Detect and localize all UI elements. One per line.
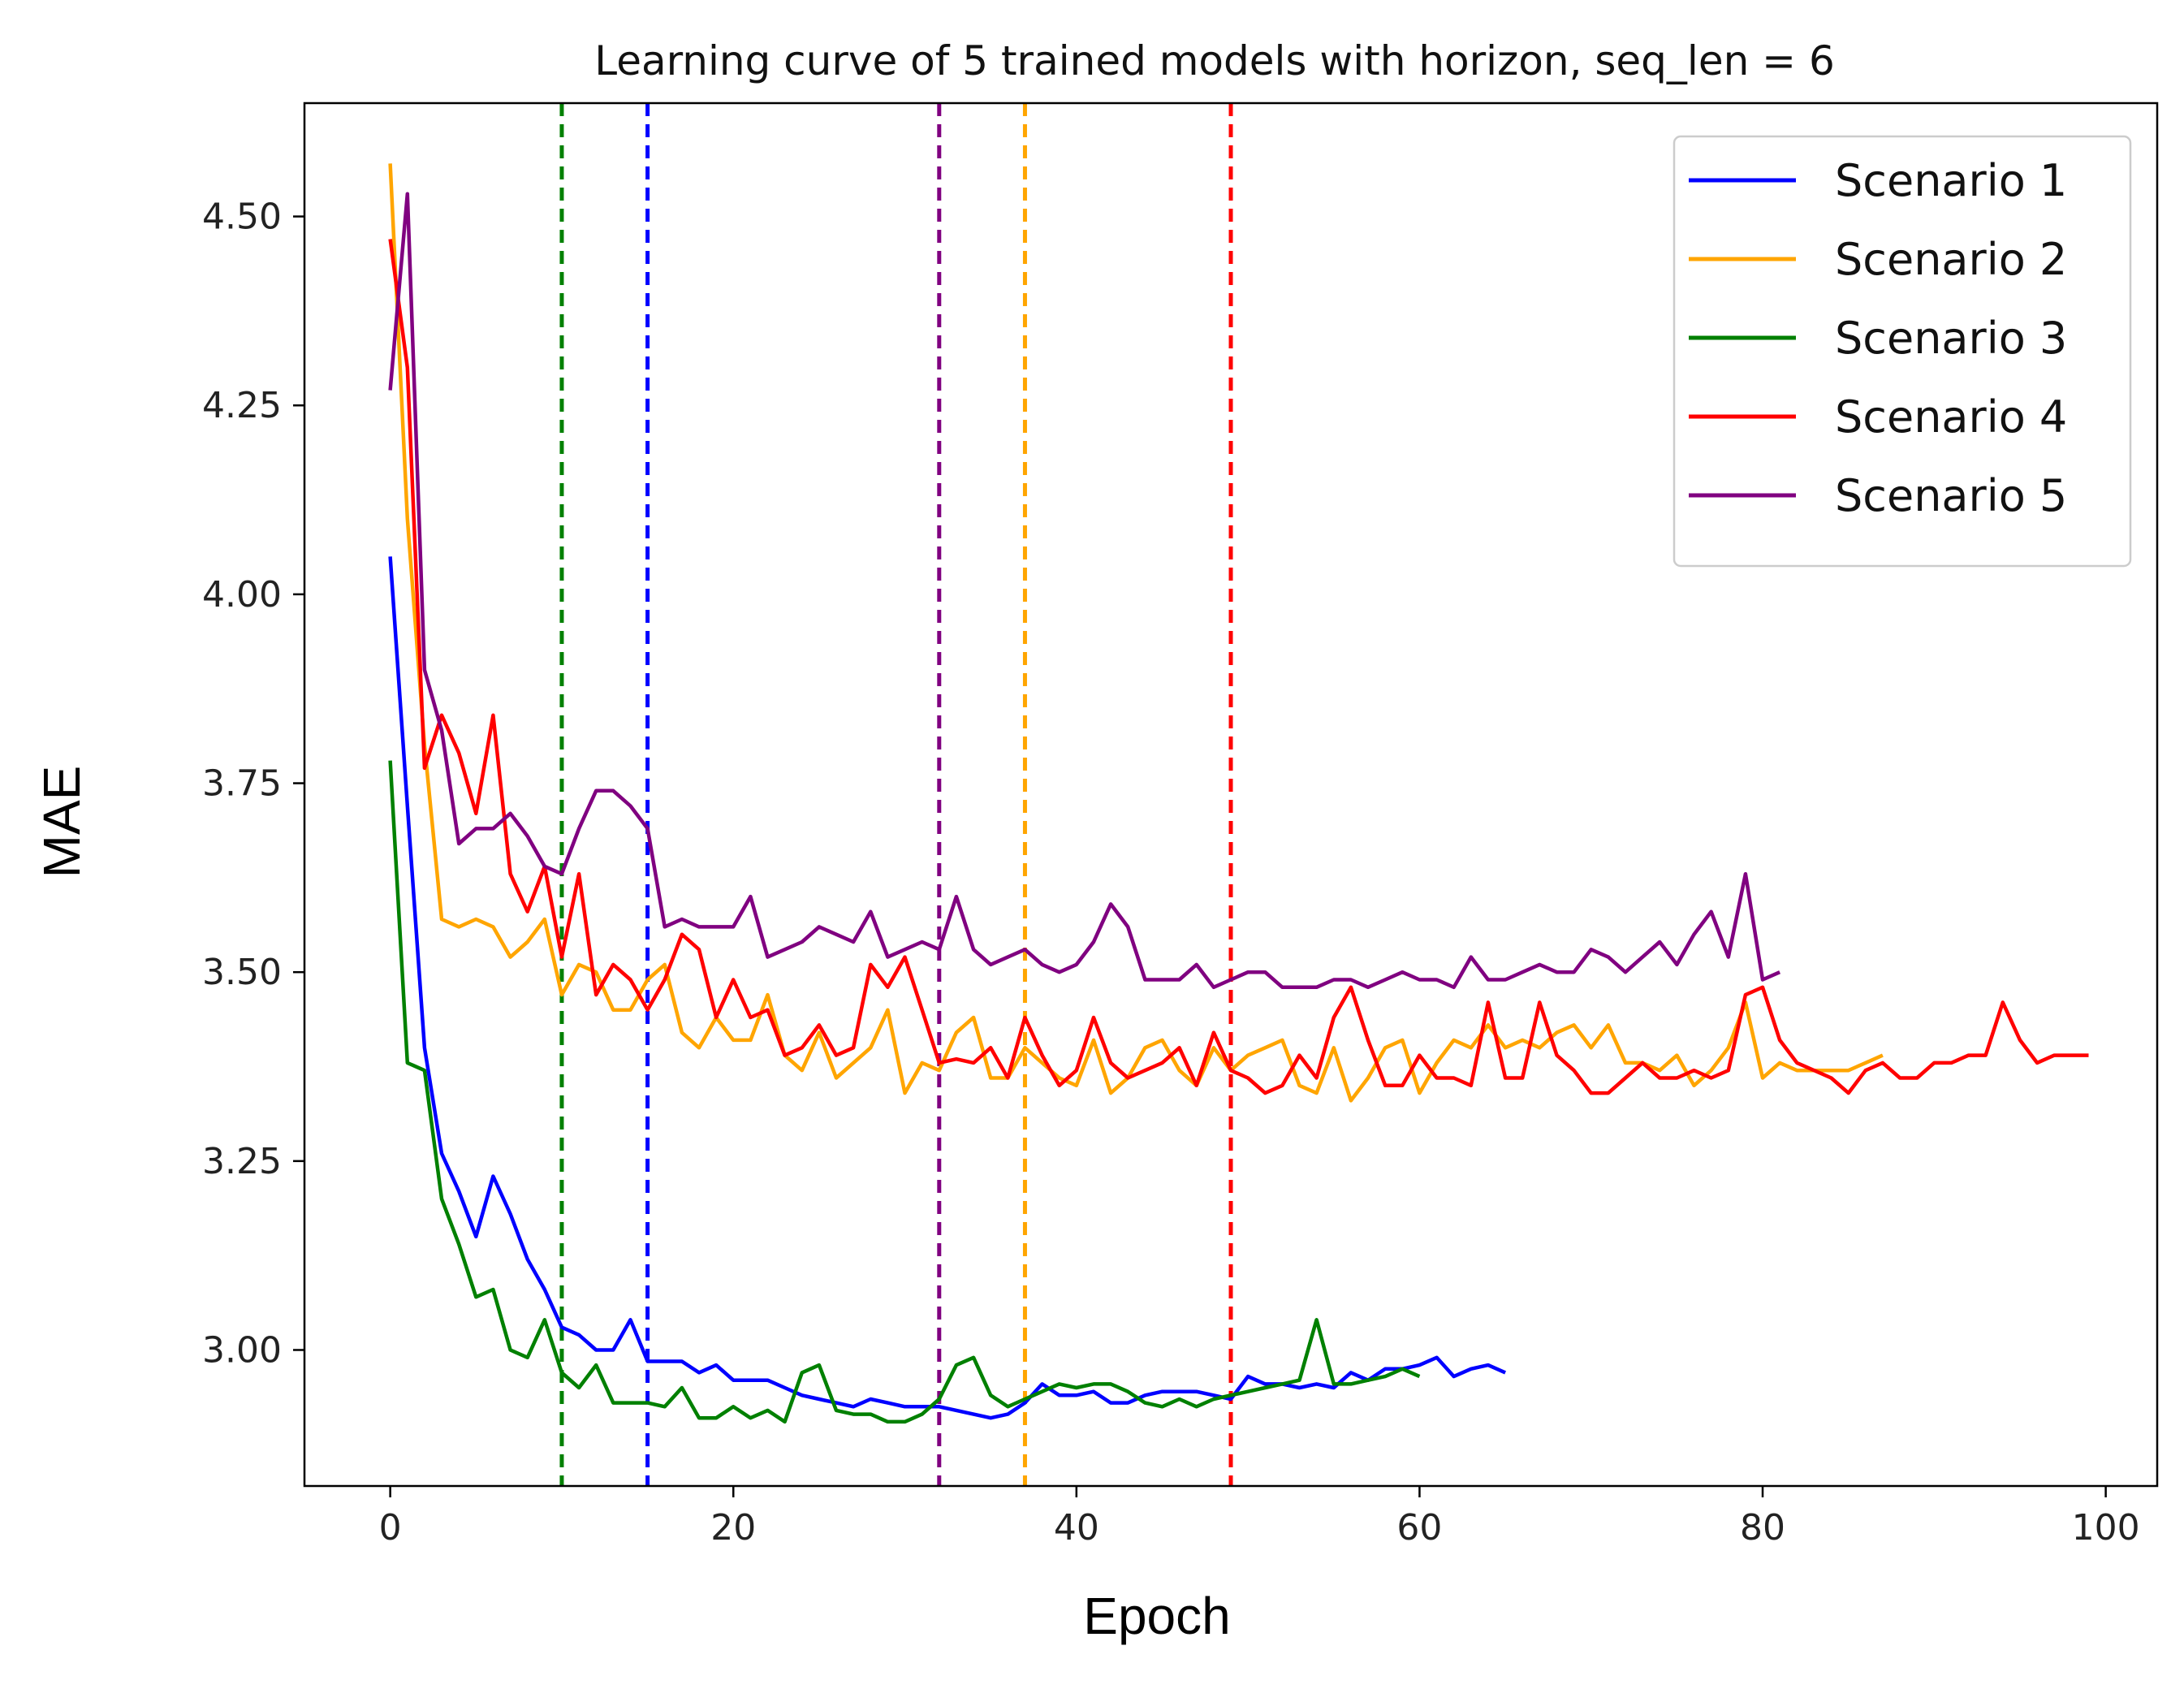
legend-label-scenario-2: Scenario 2 <box>1835 234 2067 285</box>
x-tick-label: 40 <box>1054 1507 1099 1549</box>
x-tick-label: 20 <box>710 1507 756 1549</box>
series-line-scenario-4 <box>388 239 2089 1095</box>
series-line-scenario-2 <box>388 163 1884 1103</box>
series-lines <box>388 163 2089 1424</box>
chart-title: Learning curve of 5 trained models with … <box>594 37 1835 84</box>
legend-label-scenario-4: Scenario 4 <box>1835 391 2067 443</box>
y-tick-label: 4.50 <box>202 197 282 238</box>
x-tick-label: 100 <box>2072 1507 2140 1549</box>
legend-label-scenario-5: Scenario 5 <box>1835 470 2067 521</box>
x-tick-label: 80 <box>1740 1507 1785 1549</box>
legend-label-scenario-1: Scenario 1 <box>1835 155 2067 206</box>
series-line-scenario-5 <box>388 192 1781 990</box>
series-line-scenario-3 <box>388 760 1421 1424</box>
x-tick-label: 60 <box>1396 1507 1442 1549</box>
legend: Scenario 1 Scenario 2 Scenario 3 Scenario 4… <box>1673 135 2132 568</box>
y-axis-label: MAE <box>32 766 91 879</box>
y-tick-label: 3.50 <box>202 952 282 993</box>
y-tick-label: 3.00 <box>202 1329 282 1371</box>
y-tick-label: 4.25 <box>202 385 282 426</box>
y-tick-label: 3.25 <box>202 1141 282 1182</box>
y-axis-ticks: 3.00 3.25 3.50 3.75 4.00 4.25 4.50 <box>202 197 304 1371</box>
y-tick-label: 3.75 <box>202 763 282 805</box>
series-line-scenario-1 <box>388 556 1507 1420</box>
y-tick-label: 4.00 <box>202 574 282 616</box>
early-stop-lines <box>559 103 1233 1486</box>
x-axis-label: Epoch <box>1083 1587 1230 1645</box>
x-tick-label: 0 <box>379 1507 402 1549</box>
plot-area-frame <box>303 102 2159 1488</box>
x-axis-ticks: 0 20 40 60 80 100 <box>379 1486 2140 1549</box>
legend-box <box>1673 135 2132 568</box>
legend-label-scenario-3: Scenario 3 <box>1835 313 2067 364</box>
